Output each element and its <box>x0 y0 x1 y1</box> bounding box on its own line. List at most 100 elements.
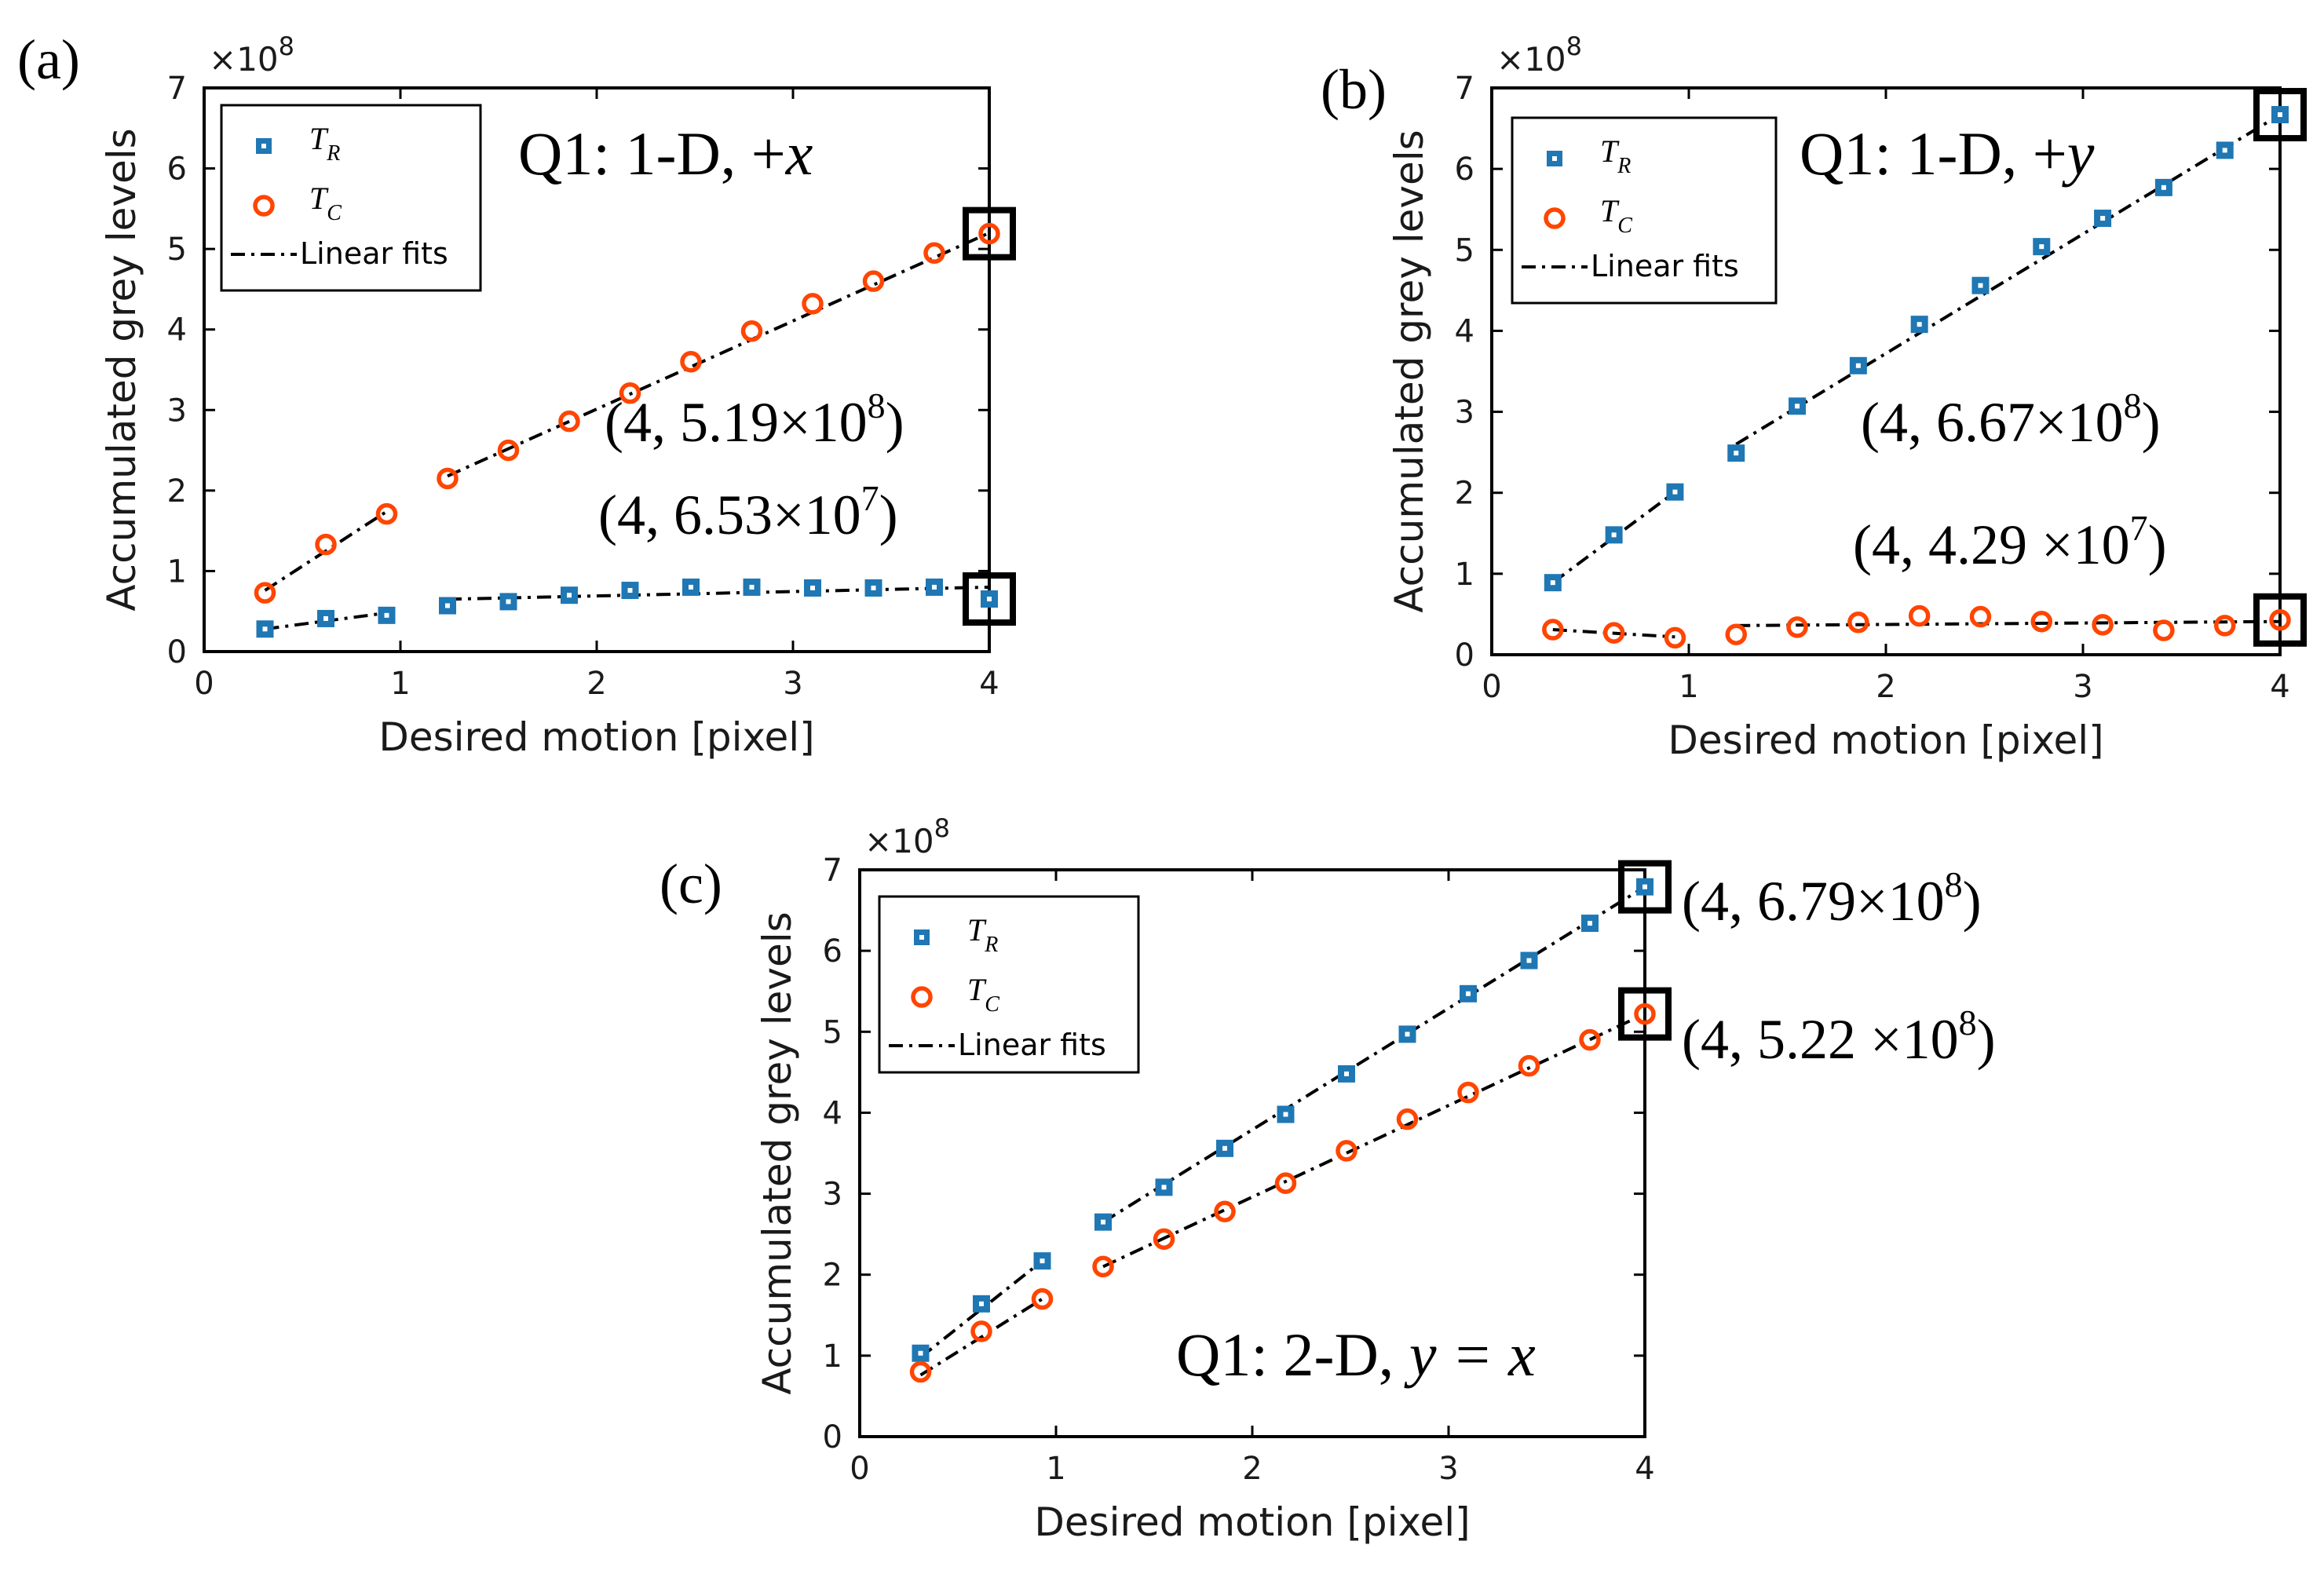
fit-line-T_C <box>447 231 990 478</box>
y-tick-label: 4 <box>167 312 187 349</box>
panel-label: (b) <box>1321 58 1387 121</box>
point-t-c <box>1153 1228 1175 1251</box>
point-t-c <box>1518 1054 1540 1077</box>
x-tick-label: 4 <box>1635 1451 1654 1487</box>
point-t-r-center <box>1855 363 1861 368</box>
point-t-r-center <box>506 599 511 604</box>
plot-title-prefix: Q1: 1-D, + <box>1800 119 2067 188</box>
point-t-r-center <box>1978 283 1983 288</box>
point-t-r-center <box>2278 112 2282 118</box>
fit-line-T_C <box>264 509 388 592</box>
point-t-c <box>680 350 702 373</box>
highlight-box <box>963 206 1016 261</box>
legend-t-r-label: TR <box>1600 133 1631 178</box>
plot-title-prefix: Q1: 1-D, + <box>518 119 786 188</box>
annotation-value: (4, 5.22 ×108) <box>1682 1002 1996 1071</box>
legend-t-r-sub: R <box>984 933 998 957</box>
legend-fit-label: Linear fits <box>958 1028 1106 1062</box>
point-t-c <box>802 293 824 315</box>
legend-t-c-marker <box>911 986 933 1008</box>
point-t-r-center <box>918 1350 923 1356</box>
point-t-c <box>2269 609 2291 631</box>
point-t-r-center <box>2039 244 2044 250</box>
y-tick-label: 1 <box>1455 557 1474 593</box>
point-t-c <box>315 533 337 556</box>
y-tick-label: 2 <box>1455 476 1474 512</box>
point-t-r-center <box>1101 1219 1105 1225</box>
point-t-c <box>437 467 459 490</box>
point-t-r-center <box>1917 322 1922 327</box>
annotation-text: (4, 5.22 ×10 <box>1682 1008 1959 1071</box>
y-tick-label: 2 <box>167 473 187 509</box>
annotation-close: ) <box>1963 870 1982 933</box>
panel-label: (c) <box>660 853 722 915</box>
point-t-c <box>1847 611 1869 634</box>
annotation-value: (4, 6.53×107) <box>598 478 898 546</box>
y-tick-label: 6 <box>823 933 842 970</box>
point-t-r-center <box>262 626 268 632</box>
y-tick-label: 3 <box>823 1177 842 1213</box>
point-t-c <box>375 502 398 525</box>
y-axis-title: Accumulated grey levels <box>99 128 144 611</box>
point-t-c <box>558 410 580 433</box>
plot-title: Q1: 1-D, +x <box>518 119 813 188</box>
point-t-r-center <box>1526 958 1532 963</box>
annotation-text: (4, 6.67×10 <box>1861 391 2124 454</box>
y-tick-label: 1 <box>823 1338 842 1375</box>
annotation-value: (4, 6.79×108) <box>1682 864 1982 933</box>
legend-t-c-main: T <box>309 181 329 216</box>
x-tick-label: 3 <box>1438 1451 1458 1487</box>
point-t-r-center <box>384 612 389 618</box>
y-tick-label: 4 <box>1455 313 1474 349</box>
legend-t-r-main: T <box>309 121 329 156</box>
y-tick-label: 5 <box>823 1014 842 1050</box>
annotation-close: ) <box>886 391 904 454</box>
x-tick-label: 1 <box>1679 669 1698 705</box>
x-tick-label: 0 <box>850 1451 869 1487</box>
highlight-box <box>1618 860 1672 914</box>
highlight-box <box>2253 593 2307 647</box>
point-t-r-center <box>1795 404 1800 409</box>
legend-fit-label: Linear fits <box>1591 249 1739 283</box>
point-t-r-center <box>627 588 633 593</box>
point-t-r-center <box>323 615 328 621</box>
point-t-c <box>497 439 520 462</box>
point-t-c <box>619 382 641 404</box>
legend-t-r-sub: R <box>326 141 340 166</box>
fit-line-T_R <box>1735 113 2282 446</box>
point-t-r-center <box>1672 489 1678 495</box>
annotation-text: (4, 6.53×10 <box>598 484 861 546</box>
y-tick-label: 4 <box>823 1095 842 1131</box>
legend-t-c-marker <box>1544 207 1566 229</box>
legend-t-c-main: T <box>1600 193 1620 228</box>
x-tick-label: 4 <box>979 666 999 702</box>
y-exponent-base: ×10 <box>1496 40 1566 79</box>
panel-label: (a) <box>17 28 80 91</box>
fit-line-T_R <box>1551 491 1676 584</box>
legend-t-r-sub: R <box>1617 154 1631 178</box>
legend-t-c-label: TC <box>967 972 999 1017</box>
point-t-c <box>909 1360 932 1383</box>
y-tick-label: 2 <box>823 1258 842 1294</box>
point-t-r-center <box>445 603 450 608</box>
point-t-c <box>1031 1287 1054 1310</box>
legend-t-r-marker-center <box>1552 156 1557 161</box>
y-tick-label: 5 <box>1455 232 1474 268</box>
point-t-r-center <box>2222 148 2227 153</box>
annotation-text: (4, 5.19×10 <box>605 391 868 454</box>
x-tick-label: 1 <box>1046 1451 1065 1487</box>
fit-line-T_C <box>1736 619 2281 627</box>
point-t-r-center <box>1344 1071 1349 1076</box>
point-t-c <box>1274 1172 1297 1194</box>
x-tick-label: 2 <box>1876 669 1895 705</box>
x-tick-label: 0 <box>194 666 214 702</box>
annotation-power: 7 <box>861 478 879 518</box>
y-exponent-base: ×10 <box>209 40 279 79</box>
fit-line-T_C <box>1102 1012 1646 1269</box>
point-t-c <box>740 320 763 342</box>
point-t-c <box>970 1320 992 1342</box>
point-t-c <box>862 270 885 292</box>
